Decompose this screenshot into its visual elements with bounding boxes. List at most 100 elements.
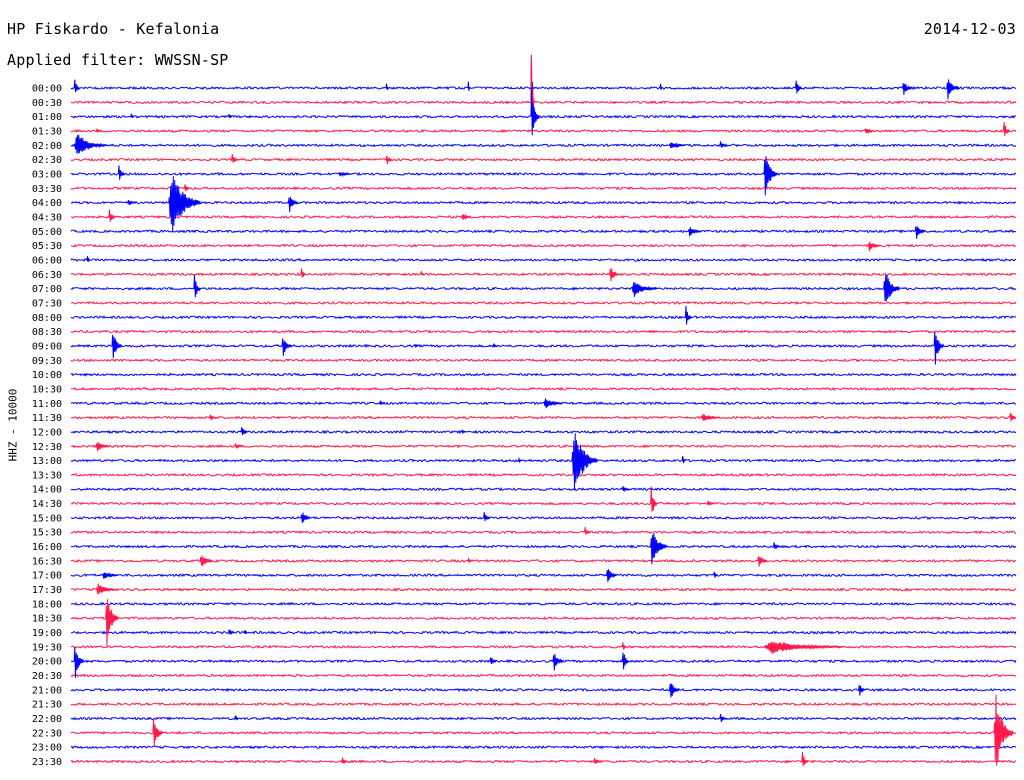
trace-row: [70, 272, 1017, 277]
seismic-event: [902, 83, 913, 95]
seismic-event: [492, 343, 497, 348]
seismic-event: [73, 134, 107, 154]
trace-row: [71, 544, 1017, 549]
seismic-event: [687, 227, 702, 237]
seismic-event: [300, 512, 311, 524]
seismic-event: [650, 486, 658, 512]
row-time-label: 08:30: [32, 327, 62, 338]
trace-row: [70, 429, 1017, 435]
seismic-event: [199, 555, 214, 566]
seismic-event: [669, 683, 680, 698]
trace-row: [70, 558, 1017, 564]
seismic-event: [168, 176, 201, 232]
filter-label: Applied filter: WWSSN-SP: [7, 51, 229, 69]
trace-row: [70, 587, 1017, 592]
trace-row: [70, 644, 1017, 650]
seismic-event: [461, 213, 472, 221]
row-time-label: 19:00: [32, 628, 62, 639]
seismic-event: [700, 413, 721, 421]
seismic-event: [108, 209, 116, 223]
row-time-label: 22:00: [32, 714, 62, 725]
seismic-event: [489, 657, 497, 664]
trace-row: [70, 186, 1017, 191]
row-time-label: 02:00: [32, 141, 62, 152]
row-time-label: 14:30: [32, 499, 62, 510]
seismic-event: [231, 153, 239, 163]
row-time-label: 03:30: [32, 184, 62, 195]
seismic-event: [621, 652, 629, 670]
row-time-label: 07:30: [32, 298, 62, 309]
seismic-event: [914, 226, 926, 239]
row-time-label: 12:30: [32, 442, 62, 453]
trace-row: [70, 300, 1017, 306]
seismic-event: [243, 630, 248, 634]
seismic-event: [234, 715, 239, 721]
trace-row: [70, 128, 1017, 134]
seismic-event: [240, 427, 248, 436]
seismic-event: [530, 87, 540, 136]
date-label: 2014-12-03: [923, 20, 1016, 38]
trace-row: [70, 716, 1017, 721]
row-time-label: 10:00: [32, 370, 62, 381]
row-time-label: 18:30: [32, 614, 62, 625]
trace-row: [70, 601, 1017, 607]
row-time-label: 14:00: [32, 485, 62, 496]
trace-row: [70, 229, 1017, 234]
trace-row: [70, 157, 1017, 162]
row-time-label: 00:30: [32, 98, 62, 109]
trace-row: [70, 200, 1017, 205]
seismic-event: [111, 334, 122, 359]
seismic-event: [864, 128, 875, 135]
seismic-event: [571, 433, 598, 491]
trace-row: [70, 286, 1017, 291]
seismic-event: [341, 757, 349, 765]
trace-row: [70, 501, 1017, 506]
row-time-label: 21:00: [32, 685, 62, 696]
seismic-event: [883, 274, 900, 302]
row-time-label: 02:30: [32, 155, 62, 166]
trace-row: [70, 673, 1017, 678]
seismic-event: [763, 641, 844, 654]
trace-row: [70, 658, 1017, 664]
seismic-event: [858, 685, 866, 696]
seismic-event: [867, 241, 881, 252]
seismic-event: [467, 556, 472, 565]
seismic-event: [73, 646, 85, 678]
seismic-event: [209, 414, 217, 421]
trace-row: [70, 615, 1017, 621]
row-time-label: 03:00: [32, 169, 62, 180]
seismic-event: [300, 268, 307, 278]
trace-row: [70, 444, 1017, 449]
row-time-label: 01:30: [32, 126, 62, 137]
trace-row: [70, 515, 1016, 521]
seismic-event: [621, 642, 626, 650]
seismic-event: [95, 441, 110, 452]
seismic-event: [483, 512, 491, 522]
trace-row: [70, 458, 1017, 463]
trace-row: [70, 486, 1017, 492]
seismic-event: [127, 199, 135, 206]
seismic-event: [152, 718, 163, 747]
trace-row: [70, 745, 1017, 750]
row-time-label: 06:00: [32, 255, 62, 266]
trace-row: [70, 114, 1017, 119]
seismic-event: [281, 338, 292, 356]
seismic-event: [385, 155, 393, 165]
seismic-event: [105, 599, 119, 647]
row-time-label: 17:00: [32, 571, 62, 582]
trace-row: [70, 243, 1017, 248]
seismic-event: [543, 398, 563, 409]
row-time-label: 07:00: [32, 284, 62, 295]
trace-row: [70, 343, 1017, 349]
seismic-event: [467, 81, 471, 91]
trace-row: [70, 85, 1017, 91]
trace-row: [70, 730, 1016, 735]
row-time-label: 04:30: [32, 212, 62, 223]
seismic-event: [1009, 412, 1017, 422]
trace-row: [70, 530, 1017, 535]
trace-row: [70, 143, 1017, 148]
row-time-label: 05:30: [32, 241, 62, 252]
seismic-event: [95, 127, 100, 134]
trace-row: [70, 472, 1017, 478]
